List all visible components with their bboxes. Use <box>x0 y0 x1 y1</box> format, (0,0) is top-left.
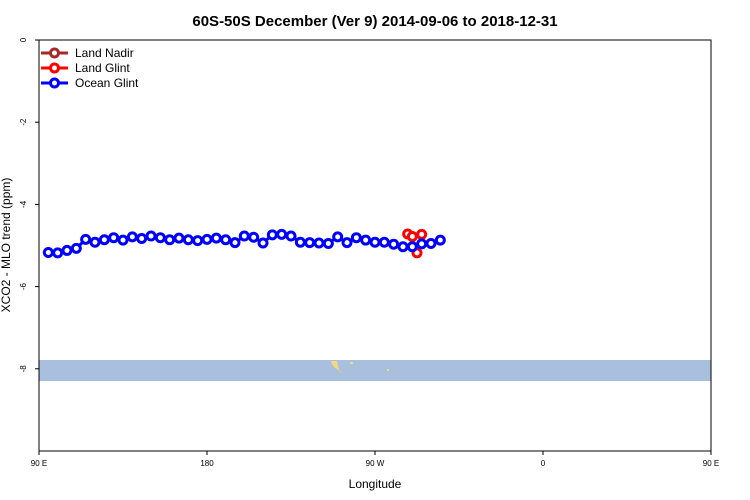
series-layer <box>42 228 446 259</box>
x-tick-label: 0 <box>541 459 546 468</box>
data-point <box>70 242 82 254</box>
y-tick-label: -6 <box>19 282 28 290</box>
data-point <box>276 228 288 240</box>
legend-marker <box>49 77 60 89</box>
data-point <box>266 229 278 241</box>
data-point <box>192 235 204 247</box>
data-point <box>220 234 232 246</box>
map-land-islet <box>387 369 389 371</box>
data-point <box>416 238 428 250</box>
legend: Land Nadir Land Glint Ocean Glint <box>41 46 139 90</box>
y-tick-label: -2 <box>19 118 28 126</box>
y-tick-label: -8 <box>19 365 28 373</box>
data-point <box>126 231 138 243</box>
data-point <box>173 232 185 244</box>
data-point <box>406 241 418 253</box>
data-point <box>304 237 316 249</box>
data-point <box>164 234 176 246</box>
data-point <box>332 231 344 243</box>
data-point <box>341 237 353 249</box>
data-point <box>434 234 446 246</box>
data-point <box>98 234 110 246</box>
y-tick-label: 0 <box>19 37 28 42</box>
data-point <box>397 241 409 253</box>
x-tick-label: 90 W <box>366 459 385 468</box>
x-tick-label: 180 <box>200 459 214 468</box>
data-point <box>406 230 418 242</box>
legend-entry-land-glint: Land Glint <box>41 61 130 75</box>
data-point <box>322 237 334 249</box>
data-point <box>42 246 54 258</box>
data-point <box>369 236 381 248</box>
data-point <box>313 237 325 249</box>
x-tick-label: 90 E <box>703 459 719 468</box>
legend-label: Ocean Glint <box>75 76 139 90</box>
data-point <box>80 233 92 245</box>
data-point <box>248 231 260 243</box>
y-tick-label: -4 <box>19 200 28 208</box>
data-point <box>52 247 64 259</box>
map-land-patch <box>331 361 344 373</box>
data-point <box>145 230 157 242</box>
data-point <box>182 234 194 246</box>
legend-entry-land-nadir: Land Nadir <box>41 46 134 60</box>
data-point <box>425 237 437 249</box>
legend-label: Land Glint <box>75 61 130 75</box>
chart-title: 60S-50S December (Ver 9) 2014-09-06 to 2… <box>192 13 557 30</box>
data-point <box>257 237 269 249</box>
y-axis-label: XCO2 - MLO trend (ppm) <box>0 178 13 313</box>
legend-label: Land Nadir <box>75 46 134 60</box>
data-point <box>117 234 129 246</box>
data-point <box>285 230 297 242</box>
data-point <box>388 238 400 250</box>
data-point <box>108 232 120 244</box>
legend-marker <box>49 47 60 59</box>
legend-marker <box>49 62 60 74</box>
x-axis-label: Longitude <box>349 477 402 491</box>
x-tick-label: 90 E <box>31 459 47 468</box>
data-point <box>378 236 390 248</box>
data-point <box>238 230 250 242</box>
data-point <box>350 232 362 244</box>
data-point <box>201 233 213 245</box>
y-axis: 0 -2 -4 -6 -8 <box>19 37 39 372</box>
series-land-glint <box>402 228 428 259</box>
data-point <box>416 228 428 240</box>
series-ocean-glint <box>42 228 446 259</box>
map-land-islet <box>350 362 353 364</box>
map-band <box>39 360 711 381</box>
data-point <box>61 244 73 256</box>
data-point <box>89 236 101 248</box>
data-point <box>360 234 372 246</box>
data-point <box>210 232 222 244</box>
map-ocean-band <box>39 360 711 381</box>
data-point <box>136 233 148 245</box>
data-point <box>229 237 241 249</box>
data-point <box>294 236 306 248</box>
data-point <box>154 232 166 244</box>
legend-entry-ocean-glint: Ocean Glint <box>41 76 139 90</box>
